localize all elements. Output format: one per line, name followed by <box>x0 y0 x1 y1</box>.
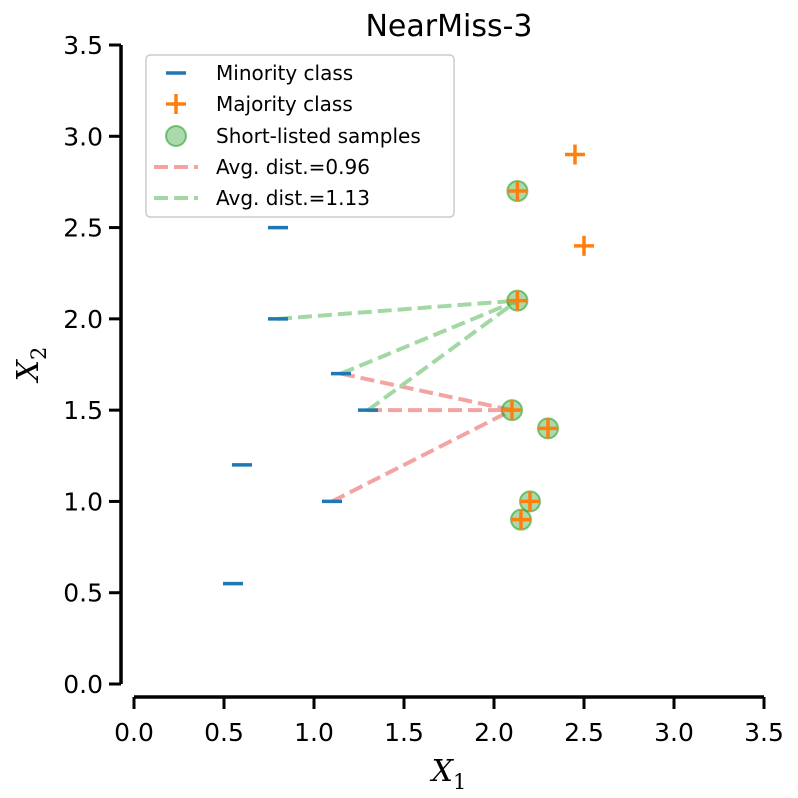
legend-box <box>145 54 455 218</box>
x-tick-label: 1.5 <box>384 718 424 747</box>
legend-label: Minority class <box>216 61 353 85</box>
legend-label: Majority class <box>216 92 353 116</box>
legend-label: Avg. dist.=0.96 <box>216 155 370 179</box>
majority-markers <box>502 144 594 530</box>
x-tick-label: 2.5 <box>564 718 604 747</box>
y-tick-label: 3.5 <box>63 31 103 60</box>
majority-point <box>520 491 540 512</box>
distance-lines <box>277 298 519 504</box>
y-tick-label: 2.5 <box>63 214 103 243</box>
legend: Minority class Majority class Short-listed… <box>145 54 455 218</box>
distance-line-1-1 <box>331 408 513 504</box>
x-tick-label: 2.0 <box>474 718 514 747</box>
majority-point <box>538 418 558 439</box>
majority-point <box>502 400 522 421</box>
majority-point <box>507 290 528 311</box>
legend-label: Short-listed samples <box>216 124 421 148</box>
legend-shortlisted-marker <box>165 125 187 147</box>
x-tick-label: 0.5 <box>204 718 244 747</box>
y-tick-label: 0.5 <box>63 579 103 608</box>
x-tick-label: 3.0 <box>654 718 694 747</box>
distance-line-2-2 <box>340 298 519 376</box>
y-tick-label: 1.5 <box>63 396 103 425</box>
majority-point <box>574 235 594 256</box>
shortlisted-markers <box>501 180 559 531</box>
distance-line-1-2 <box>340 371 513 413</box>
y-tick-label: 2.0 <box>63 305 103 334</box>
majority-point <box>511 509 531 530</box>
x-tick-label: 0.0 <box>114 718 154 747</box>
x-axis-label: X1 <box>430 754 467 794</box>
y-tick-label: 0.0 <box>63 670 103 699</box>
y-tick-label: 1.0 <box>63 487 103 516</box>
x-tick-label: 3.5 <box>744 718 784 747</box>
chart-title: NearMiss-3 <box>365 9 532 44</box>
x-tick-label: 1.0 <box>294 718 334 747</box>
legend-label: Avg. dist.=1.13 <box>216 186 370 210</box>
majority-point <box>565 144 585 165</box>
y-axis-label: X2 <box>11 347 51 384</box>
distance-line-2-3 <box>366 298 519 412</box>
legend-majority-marker <box>166 94 186 114</box>
majority-point <box>507 181 528 202</box>
axes: 0.0 0.5 1.0 1.5 2.0 2.5 3.0 3.5 0.0 0.5 1.0 1.5 2.0 2… <box>11 31 784 794</box>
y-tick-label: 3.0 <box>63 122 103 151</box>
distance-line-2-1 <box>277 298 518 321</box>
minority-markers <box>223 225 378 586</box>
